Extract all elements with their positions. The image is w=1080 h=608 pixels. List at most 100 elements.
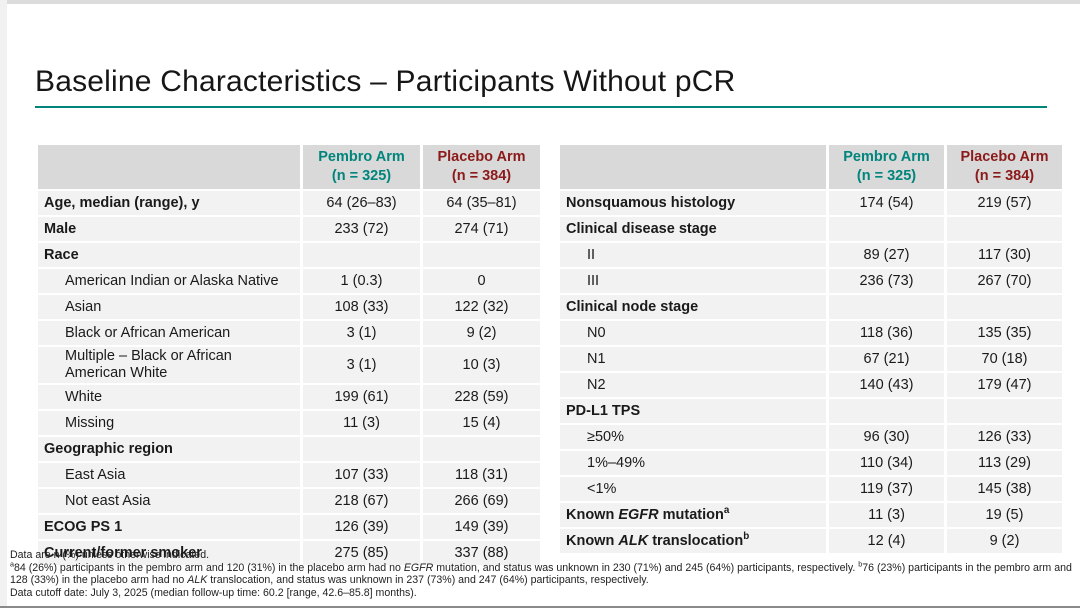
baseline-table-left: Pembro Arm (n = 325) Placebo Arm (n = 384) A… (35, 143, 543, 567)
superscript-marker: a (723, 504, 730, 516)
footnotes: Data are n (%) unless otherwise indicate… (10, 549, 1072, 599)
value-cell (947, 295, 1062, 319)
value-cell: 89 (27) (829, 243, 944, 267)
table-row: N0 118 (36) 135 (35) (560, 321, 1062, 345)
row-label: <1% (560, 477, 826, 501)
table-row: 1%–49% 110 (34) 113 (29) (560, 451, 1062, 475)
text-part: Data cutoff date: July 3, 2025 (median f… (10, 586, 417, 599)
value-cell: 11 (3) (303, 411, 420, 435)
value-cell: 126 (33) (947, 425, 1062, 449)
table-row: Age, median (range), y 64 (26–83) 64 (35–8… (38, 191, 540, 215)
text-part: Not east Asia (65, 492, 151, 509)
value-cell: 274 (71) (423, 217, 540, 241)
text-part: Geographic region (44, 440, 173, 457)
table-row: Race (38, 243, 540, 267)
baseline-table-right: Pembro Arm (n = 325) Placebo Arm (n = 384) N… (557, 143, 1065, 555)
value-cell (423, 437, 540, 461)
table-row: Geographic region (38, 437, 540, 461)
row-label: Black or African American (38, 321, 300, 345)
row-label: Nonsquamous histology (560, 191, 826, 215)
text-part: 84 (26%) participants in the pembro arm … (14, 561, 404, 574)
value-cell (947, 399, 1062, 423)
text-part: mutation, and status was unknown in 230 … (433, 561, 859, 574)
table-row: N1 67 (21) 70 (18) (560, 347, 1062, 371)
text-part: American Indian or Alaska Native (65, 272, 279, 289)
row-label: Asian (38, 295, 300, 319)
text-part: N1 (587, 350, 606, 367)
row-label: III (560, 269, 826, 293)
corner-cell (560, 145, 826, 189)
header-row: Pembro Arm (n = 325) Placebo Arm (n = 384) (560, 145, 1062, 189)
page-title: Baseline Characteristics – Participants … (35, 65, 736, 98)
row-label: Known ALK translocationb (560, 529, 826, 553)
value-cell: 337 (88) (423, 541, 540, 565)
text-part: East Asia (65, 466, 126, 483)
row-label: Race (38, 243, 300, 267)
window-top-edge (0, 0, 1080, 4)
row-label: Known EGFR mutationa (560, 503, 826, 527)
text-part: American White (65, 365, 168, 381)
text-part: Current/former smoker (44, 544, 202, 561)
corner-cell (38, 145, 300, 189)
text-part: Clinical node stage (566, 298, 699, 315)
text-part: 1%–49% (587, 454, 646, 471)
value-cell: 145 (38) (947, 477, 1062, 501)
text-part: 76 (23%) participants in the pembro arm … (10, 561, 1072, 587)
text-part: Race (44, 246, 79, 263)
row-label: Not east Asia (38, 489, 300, 513)
gene-name: ALK (187, 574, 208, 587)
arm-n: (n = 325) (856, 168, 917, 184)
table-row: Not east Asia 218 (67) 266 (69) (38, 489, 540, 513)
text-part: ≥50% (587, 428, 624, 445)
value-cell: 113 (29) (947, 451, 1062, 475)
value-cell: 107 (33) (303, 463, 420, 487)
gene-name: ALK (618, 532, 649, 549)
text-part: Clinical disease stage (566, 220, 717, 237)
value-cell: 64 (26–83) (303, 191, 420, 215)
text-part: Black or African American (65, 324, 231, 341)
value-cell: 218 (67) (303, 489, 420, 513)
column-header-pembro: Pembro Arm (n = 325) (303, 145, 420, 189)
value-cell: 233 (72) (303, 217, 420, 241)
text-part: Male (44, 220, 77, 237)
table-row: Clinical disease stage (560, 217, 1062, 241)
window-left-edge (0, 0, 7, 608)
value-cell: 67 (21) (829, 347, 944, 371)
value-cell: 108 (33) (303, 295, 420, 319)
value-cell: 0 (423, 269, 540, 293)
table-row: N2 140 (43) 179 (47) (560, 373, 1062, 397)
text-part: Known (566, 506, 619, 523)
row-label: White (38, 385, 300, 409)
table-row: Black or African American 3 (1) 9 (2) (38, 321, 540, 345)
row-label: Geographic region (38, 437, 300, 461)
text-part: Asian (65, 298, 102, 315)
value-cell: 219 (57) (947, 191, 1062, 215)
value-cell (829, 399, 944, 423)
value-cell: 10 (3) (423, 347, 540, 383)
row-label: PD-L1 TPS (560, 399, 826, 423)
value-cell: 266 (69) (423, 489, 540, 513)
arm-name: Pembro Arm (843, 149, 930, 165)
table-row: Current/former smoker 275 (85) 337 (88) (38, 541, 540, 565)
title-underline (35, 106, 1047, 108)
row-label: Current/former smoker (38, 541, 300, 565)
value-cell: 96 (30) (829, 425, 944, 449)
arm-n: (n = 384) (451, 168, 512, 184)
row-label: Male (38, 217, 300, 241)
row-label: N1 (560, 347, 826, 371)
value-cell: 15 (4) (423, 411, 540, 435)
value-cell: 70 (18) (947, 347, 1062, 371)
table-row: Clinical node stage (560, 295, 1062, 319)
value-cell: 126 (39) (303, 515, 420, 539)
text-part: Nonsquamous histology (566, 194, 736, 211)
text-part: ECOG PS 1 (44, 518, 123, 535)
window-bottom-edge (0, 606, 1080, 608)
text-part: II (587, 246, 596, 263)
column-header-placebo: Placebo Arm (n = 384) (423, 145, 540, 189)
table-row: Known EGFR mutationa 11 (3) 19 (5) (560, 503, 1062, 527)
superscript-marker: a (10, 559, 14, 569)
row-label: N2 (560, 373, 826, 397)
row-label: Missing (38, 411, 300, 435)
row-label: Multiple – Black or African American Whit… (38, 347, 300, 383)
